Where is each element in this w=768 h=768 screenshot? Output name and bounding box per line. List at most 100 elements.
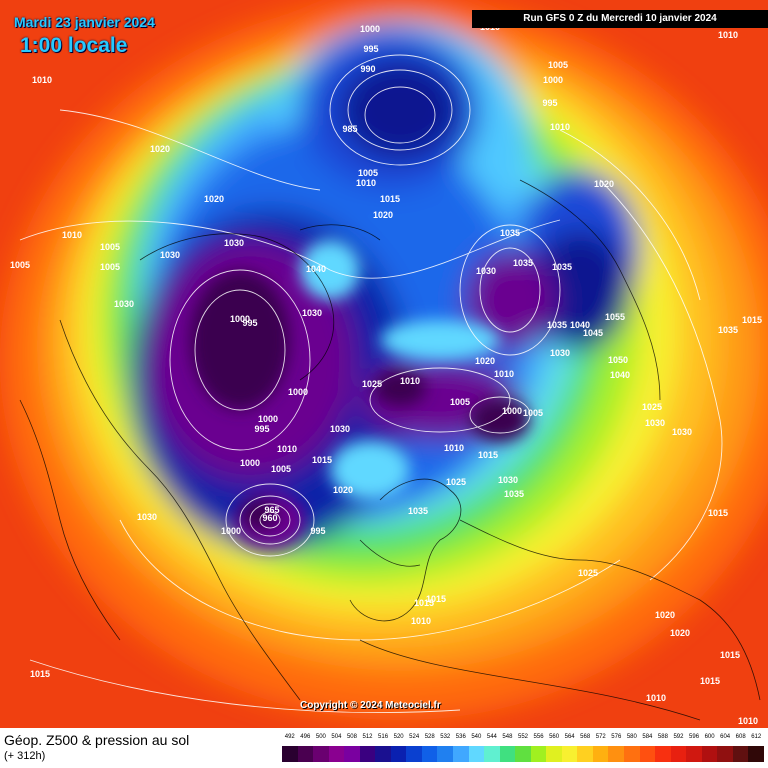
isobar-label: 1000 <box>360 24 380 34</box>
color-scale-swatch <box>468 746 485 762</box>
isobar-label: 1030 <box>550 348 570 358</box>
isobar-label: 1010 <box>411 616 431 626</box>
isobar-label: 1010 <box>277 444 297 454</box>
isobar-label: 1005 <box>100 242 120 252</box>
color-scale-swatch <box>624 746 640 762</box>
color-scale-label: 512 <box>362 734 373 740</box>
color-scale-label: 504 <box>331 734 342 740</box>
color-scale-swatch <box>499 746 516 762</box>
isobar-label: 1035 <box>513 258 533 268</box>
color-scale-swatch <box>421 746 438 762</box>
isobar-label: 1020 <box>655 610 675 620</box>
isobar-label: 1030 <box>672 427 692 437</box>
color-scale-label: 516 <box>378 734 389 740</box>
isobar-label: 1050 <box>608 355 628 365</box>
color-scale-label: 552 <box>517 734 529 740</box>
legend-footer: Géop. Z500 & pression au sol (+ 312h) 49… <box>0 728 768 768</box>
isobar-label: 960 <box>262 513 277 523</box>
isobar-label: 1010 <box>444 443 464 453</box>
isobar-label: 1015 <box>700 676 720 686</box>
isobar-label: 965 <box>264 505 279 515</box>
isobar-label: 1025 <box>578 568 598 578</box>
color-scale-label: 544 <box>486 734 497 740</box>
color-scale-swatch <box>732 746 749 762</box>
isobar-label: 1030 <box>114 299 134 309</box>
isobar-label: 1040 <box>610 370 630 380</box>
color-scale-label: 540 <box>471 734 482 740</box>
isobar-label: 1030 <box>476 266 496 276</box>
color-scale-label: 576 <box>611 734 622 740</box>
color-scale-label: 564 <box>564 734 575 740</box>
isobar-label: 1030 <box>160 250 180 260</box>
color-scale-swatch <box>639 746 656 762</box>
isobar-label: 1020 <box>475 356 495 366</box>
isobar-label: 1000 <box>258 414 278 424</box>
isobar-label: 1005 <box>271 464 291 474</box>
isobar-label: 1020 <box>150 144 170 154</box>
isobar-label: 1010 <box>550 122 570 132</box>
isobar-label: 1020 <box>204 194 224 204</box>
color-scale-swatch <box>406 746 422 762</box>
color-scale-label: 596 <box>689 734 700 740</box>
isobar-label: 1015 <box>426 594 446 604</box>
isobar-label: 1015 <box>720 650 740 660</box>
color-scale-swatch <box>546 746 562 762</box>
color-scale-label: 604 <box>720 734 731 740</box>
isobar-label: 1020 <box>373 210 393 220</box>
color-scale-bar <box>282 746 764 762</box>
coastlines <box>19 179 761 721</box>
isobar-label: 1035 <box>547 320 567 330</box>
isobar-label: 1020 <box>670 628 690 638</box>
geopotential-field: 1000 995 990 985 1010 1010 1005 1000 995 1010 1020… <box>0 0 768 728</box>
isobar-label: 1015 <box>380 194 400 204</box>
color-scale-label: 508 <box>346 734 357 740</box>
color-scale-swatch <box>748 746 764 762</box>
isobar-label: 1010 <box>738 716 758 726</box>
color-scale-swatch <box>359 746 376 762</box>
color-scale-swatch <box>561 746 578 762</box>
color-scale-label: 580 <box>626 734 637 740</box>
color-scale-label: 592 <box>673 734 684 740</box>
isobar-label: 1005 <box>358 168 378 178</box>
color-scale-swatch <box>484 746 500 762</box>
color-scale-label: 584 <box>642 734 653 740</box>
isobar-label: 990 <box>360 64 375 74</box>
color-scale-label: 600 <box>704 734 715 740</box>
color-scale-label: 572 <box>595 734 606 740</box>
color-scale-swatch <box>282 746 298 762</box>
isobar-label: 1000 <box>502 406 522 416</box>
isobar-label: 995 <box>310 526 325 536</box>
isobar-label: 1000 <box>543 75 563 85</box>
isobar-label: 985 <box>342 124 357 134</box>
color-scale-swatch <box>375 746 391 762</box>
color-scale-swatch <box>344 746 360 762</box>
color-scale-label: 528 <box>424 734 435 740</box>
color-scale-swatch <box>592 746 609 762</box>
isobar-label: 1030 <box>330 424 350 434</box>
color-scale-label: 612 <box>751 734 762 740</box>
color-scale-label: 524 <box>409 734 420 740</box>
color-scale-swatch <box>453 746 469 762</box>
isobar-label: 1015 <box>478 450 498 460</box>
isobar-label: 1005 <box>548 60 568 70</box>
isobar-label: 1010 <box>494 369 514 379</box>
isobar-label: 1000 <box>288 387 308 397</box>
isobar-label: 1030 <box>498 475 518 485</box>
isobar-label: 1005 <box>10 260 30 270</box>
isobar-label: 995 <box>542 98 557 108</box>
isobar-lines <box>19 54 723 713</box>
color-scale-label: 548 <box>502 734 513 740</box>
isobar-label: 1010 <box>646 693 666 703</box>
isobar-label: 1005 <box>450 397 470 407</box>
isobar-label: 1030 <box>224 238 244 248</box>
forecast-date: Mardi 23 janvier 2024 <box>14 14 155 30</box>
isobar-label: 1035 <box>718 325 738 335</box>
color-scale-swatch <box>328 746 345 762</box>
color-scale: 492 496 500 504 508 512 516 520 524 528 532 536 540 5… <box>282 732 764 764</box>
color-scale-label: 588 <box>657 734 668 740</box>
color-scale-swatch <box>701 746 718 762</box>
isobar-label: 1000 <box>240 458 260 468</box>
color-scale-label: 536 <box>455 734 466 740</box>
isobar-labels: 1000 995 990 985 1010 1010 1005 1000 995 1010 1020… <box>10 22 762 726</box>
isobar-label: 1000 <box>230 314 250 324</box>
